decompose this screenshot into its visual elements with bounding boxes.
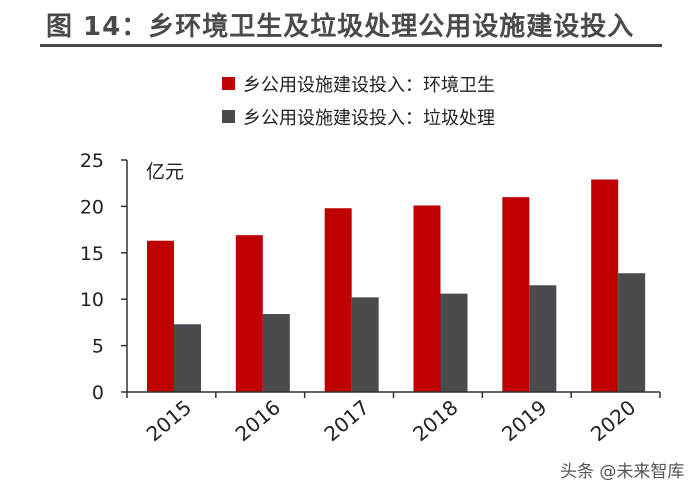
y-tick-label-10: 10 — [80, 289, 104, 311]
bar-2017-series-1 — [324, 208, 352, 392]
x-tick-label-2015: 2015 — [142, 395, 196, 446]
x-tick-label-2019: 2019 — [497, 395, 551, 446]
watermark-text: 头条 @未来智库 — [560, 462, 685, 482]
y-tick-label-15: 15 — [80, 243, 104, 265]
bar-2016-series-2 — [262, 314, 290, 392]
legend-label-1: 乡公用设施建设投入：环境卫生 — [243, 75, 495, 96]
watermark: 头条 @未来智库 — [560, 457, 684, 482]
x-tick-label-2017: 2017 — [319, 395, 373, 446]
bar-2017-series-2 — [351, 297, 379, 392]
bar-2018-series-2 — [440, 293, 468, 392]
x-tick-label-2016: 2016 — [231, 395, 285, 446]
bar-2020-series-2 — [618, 273, 646, 392]
bar-2020-series-1 — [591, 179, 619, 392]
legend-swatch-2 — [222, 110, 235, 123]
legend-label-2: 乡公用设施建设投入：垃圾处理 — [243, 108, 495, 129]
y-tick-label-0: 0 — [92, 382, 104, 404]
x-tick-label-2020: 2020 — [586, 395, 640, 446]
bar-2015-series-1 — [147, 240, 174, 392]
x-tick-label-2018: 2018 — [408, 395, 462, 446]
legend-swatch-1 — [222, 77, 235, 90]
bar-2015-series-2 — [174, 324, 201, 392]
title-underline — [40, 44, 662, 47]
bar-2019-series-2 — [529, 285, 557, 392]
bar-2018-series-1 — [413, 205, 441, 392]
bars — [147, 179, 646, 392]
y-axis-unit-label: 亿元 — [146, 161, 184, 183]
y-tick-label-5: 5 — [92, 336, 104, 358]
bar-2016-series-1 — [235, 235, 263, 392]
y-tick-label-25: 25 — [80, 150, 104, 172]
chart-title: 图 14：乡环境卫生及垃圾处理公用设施建设投入 — [46, 12, 635, 42]
y-tick-label-20: 20 — [80, 196, 104, 218]
bar-2019-series-1 — [502, 197, 530, 392]
